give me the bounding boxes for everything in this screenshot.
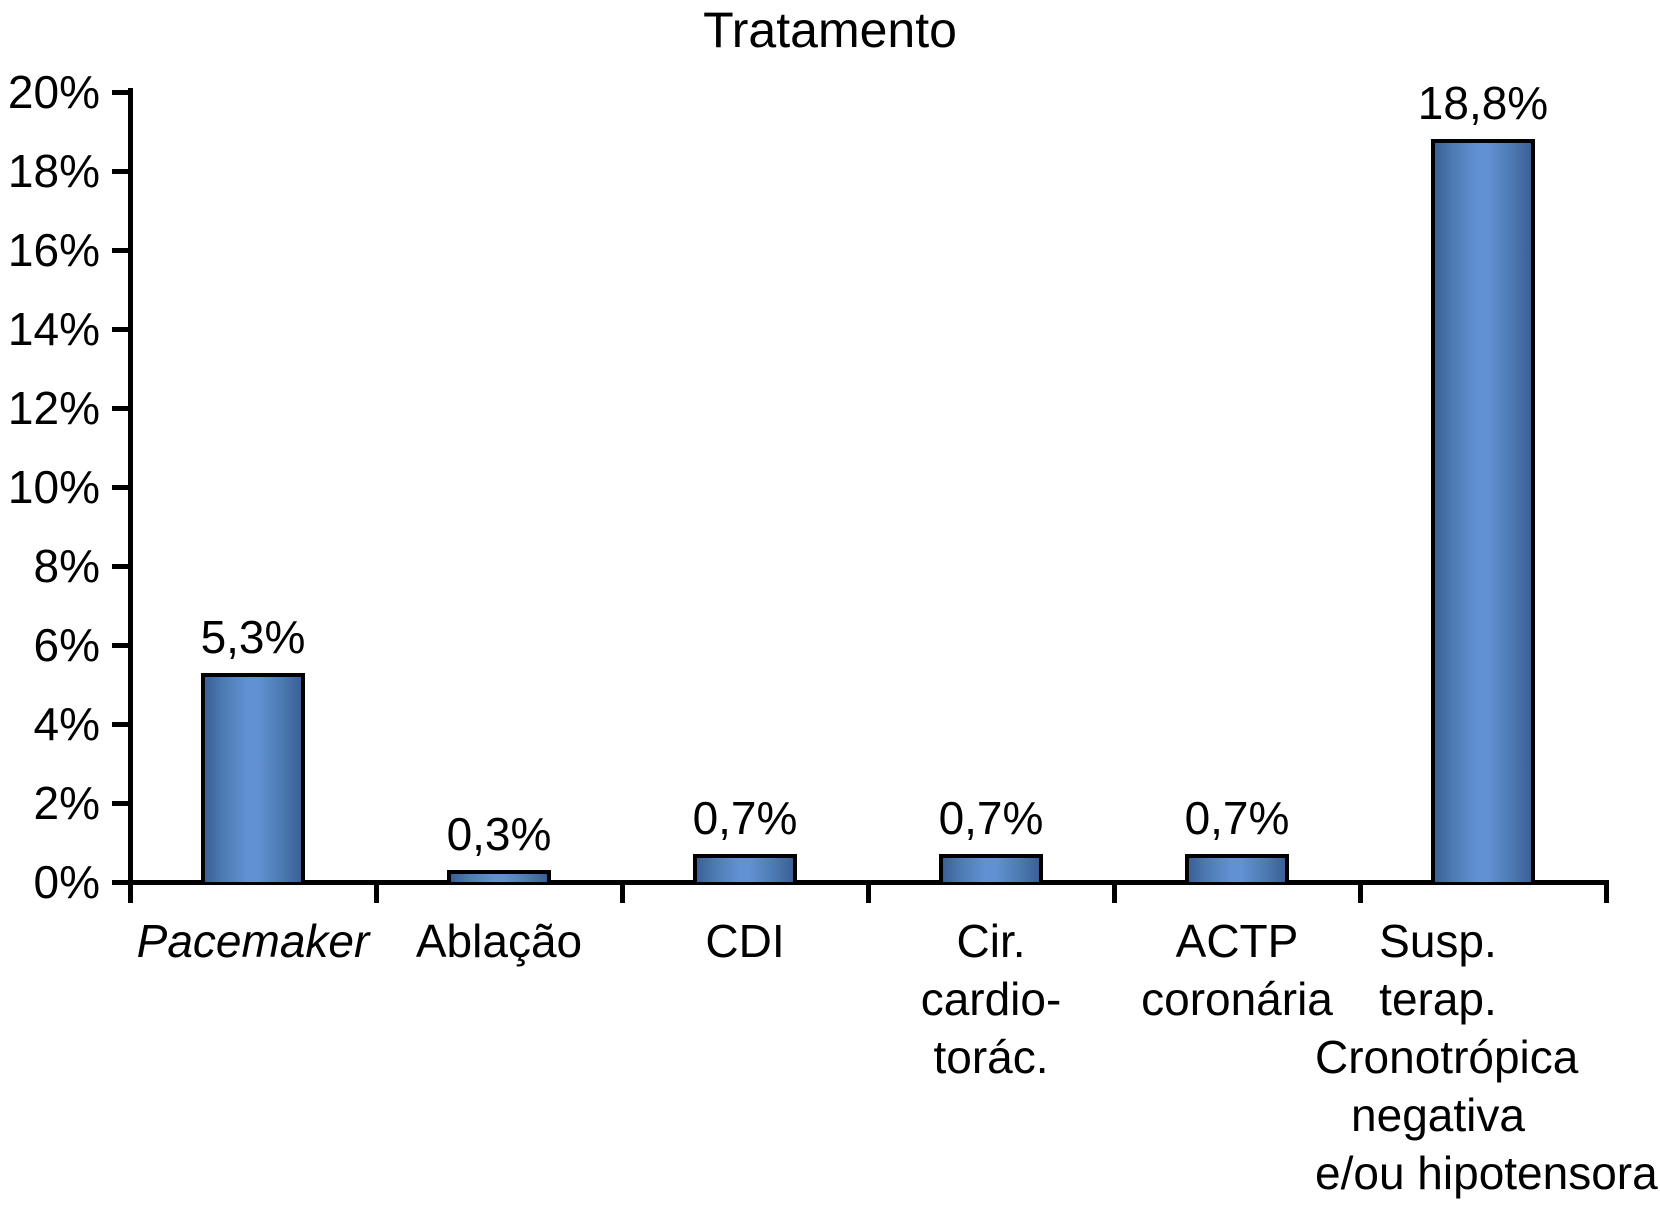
x-tick-mark bbox=[1112, 880, 1117, 903]
y-tick-label: 18% bbox=[7, 145, 100, 197]
x-tick-mark bbox=[1604, 880, 1609, 903]
y-tick-label: 4% bbox=[33, 698, 100, 750]
bar-value-label-pacemaker: 5,3% bbox=[200, 611, 306, 663]
y-tick-mark bbox=[112, 880, 128, 885]
chart-title: Tratamento bbox=[703, 2, 957, 58]
bar-cir-cardiotorac bbox=[939, 854, 1043, 882]
y-tick-label: 12% bbox=[7, 382, 100, 434]
category-label-actp-coronaria: ACTP coronária bbox=[1141, 915, 1333, 1025]
category-label-pacemaker: Pacemaker bbox=[136, 915, 370, 967]
bar-actp-coronaria bbox=[1185, 854, 1289, 882]
category-label-cir-cardiotorac: Cir. cardio- torác. bbox=[920, 915, 1062, 1083]
y-axis-line bbox=[128, 88, 133, 885]
y-tick-mark bbox=[112, 90, 128, 95]
x-tick-mark bbox=[866, 880, 871, 903]
bar-value-label-susp-terap-cronotropica: 18,8% bbox=[1417, 77, 1549, 129]
y-tick-label: 0% bbox=[33, 856, 100, 908]
bar-value-label-actp-coronaria: 0,7% bbox=[1184, 792, 1290, 844]
y-tick-label: 20% bbox=[7, 66, 100, 118]
y-tick-mark bbox=[112, 643, 128, 648]
y-tick-mark bbox=[112, 327, 128, 332]
category-label-susp-terap-cronotropica: Susp. terap. Cronotrópica negativa e/ou … bbox=[1315, 915, 1658, 1199]
bar-cdi bbox=[693, 854, 797, 882]
y-tick-mark bbox=[112, 169, 128, 174]
y-tick-mark bbox=[112, 248, 128, 253]
y-tick-label: 14% bbox=[7, 303, 100, 355]
y-tick-mark bbox=[112, 722, 128, 727]
x-tick-mark bbox=[128, 880, 133, 903]
y-tick-label: 2% bbox=[33, 777, 100, 829]
y-tick-mark bbox=[112, 801, 128, 806]
x-tick-mark bbox=[1358, 880, 1363, 903]
bar-susp-terap-cronotropica bbox=[1431, 139, 1535, 882]
bar-value-label-cir-cardiotorac: 0,7% bbox=[938, 792, 1044, 844]
y-tick-mark bbox=[112, 564, 128, 569]
x-tick-mark bbox=[374, 880, 379, 903]
category-label-ablacao: Ablação bbox=[415, 915, 583, 967]
y-tick-label: 6% bbox=[33, 619, 100, 671]
y-tick-mark bbox=[112, 485, 128, 490]
y-tick-label: 16% bbox=[7, 224, 100, 276]
y-tick-label: 8% bbox=[33, 540, 100, 592]
bar-value-label-cdi: 0,7% bbox=[692, 792, 798, 844]
y-tick-label: 10% bbox=[7, 461, 100, 513]
bar-value-label-ablacao: 0,3% bbox=[446, 808, 552, 860]
x-tick-mark bbox=[620, 880, 625, 903]
y-tick-mark bbox=[112, 406, 128, 411]
x-axis-line bbox=[112, 880, 1608, 885]
bar-pacemaker bbox=[201, 673, 305, 882]
category-label-cdi: CDI bbox=[705, 915, 785, 967]
bar-ablacao bbox=[447, 870, 551, 882]
